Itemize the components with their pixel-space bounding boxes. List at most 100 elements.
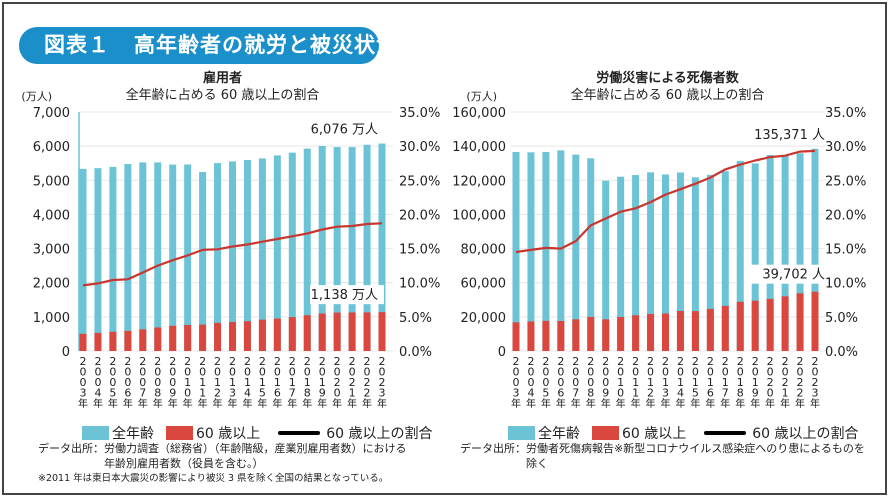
x-tick-label: 年 [242, 397, 252, 410]
x-tick-label: 年 [646, 397, 656, 410]
x-tick-label: 1 [707, 376, 714, 389]
x-tick-label: 5 [109, 387, 116, 400]
x-tick-label: 0 [319, 366, 326, 379]
y-tick-label: 4,000 [33, 208, 70, 223]
x-tick-label: 1 [632, 387, 639, 400]
x-tick-label: 2 [782, 355, 789, 368]
x-tick-label: 0 [707, 366, 714, 379]
x-tick-label: 0 [587, 376, 594, 389]
x-tick-label: 0 [169, 366, 176, 379]
x-tick-label: 0 [617, 387, 624, 400]
x-tick-label: 1 [617, 376, 624, 389]
figure-title-badge: 図表１ 高年齢者の就労と被災状況 [19, 27, 397, 64]
x-tick-label: 1 [244, 376, 251, 389]
x-tick-label: 6 [274, 387, 281, 400]
y-tick-label: 0 [62, 345, 70, 360]
legend-swatch-60plus [592, 426, 619, 440]
bar-all-ages [676, 172, 684, 351]
bar-all-ages [751, 163, 759, 351]
y2-tick-label: 10.0% [399, 277, 440, 292]
bar-60plus [378, 312, 386, 351]
bar-all-ages [154, 162, 162, 351]
x-tick-label: 0 [229, 366, 236, 379]
y-tick-label: 100,000 [452, 208, 506, 223]
x-tick-label: 1 [722, 376, 729, 389]
bar-60plus [706, 308, 714, 351]
x-tick-label: 0 [513, 376, 520, 389]
x-tick-label: 0 [154, 366, 161, 379]
legend-label: 全年齢 [112, 426, 154, 442]
x-tick-label: 0 [542, 376, 549, 389]
x-tick-label: 2 [379, 376, 386, 389]
legend-item-60plus: 60 歳以上 [592, 423, 686, 443]
x-tick-label: 1 [782, 387, 789, 400]
x-tick-label: 3 [379, 387, 386, 400]
x-tick-label: 年 [720, 397, 730, 410]
x-tick-label: 0 [677, 366, 684, 379]
y-tick-label: 120,000 [452, 174, 506, 189]
x-tick-label: 2 [259, 355, 266, 368]
chart-subtitle: 全年齢に占める 60 歳以上の割合 [125, 88, 320, 103]
annotation-bg [310, 285, 384, 305]
x-tick-label: 2 [542, 355, 549, 368]
x-tick-label: 1 [289, 376, 296, 389]
x-tick-label: 2 [707, 355, 714, 368]
legend-line-ratio [278, 431, 321, 435]
x-tick-label: 9 [169, 387, 176, 400]
bar-all-ages [766, 155, 774, 351]
bar-60plus [184, 324, 192, 351]
x-tick-label: 2 [169, 355, 176, 368]
x-tick-label: 2 [124, 355, 131, 368]
x-tick-label: 0 [124, 366, 131, 379]
x-tick-label: 0 [139, 366, 146, 379]
x-tick-label: 2 [244, 355, 251, 368]
y2-tick-label: 20.0% [825, 208, 866, 223]
x-tick-label: 年 [750, 397, 760, 410]
x-tick-label: 4 [527, 387, 534, 400]
y2-tick-label: 0.0% [825, 345, 858, 360]
bar-all-ages [602, 180, 610, 351]
x-tick-label: 1 [274, 376, 281, 389]
bar-all-ages [632, 175, 640, 351]
x-tick-label: 年 [526, 397, 536, 410]
x-tick-label: 年 [601, 397, 611, 410]
x-tick-label: 3 [513, 387, 520, 400]
bar-60plus [557, 320, 565, 351]
legend-item-ratio: 60 歳以上の割合 [698, 423, 859, 443]
y-tick-label: 7,000 [33, 106, 70, 121]
x-tick-label: 9 [752, 387, 759, 400]
x-tick-label: 1 [692, 376, 699, 389]
bar-60plus [587, 316, 595, 351]
x-tick-label: 1 [214, 376, 221, 389]
bar-all-ages [348, 147, 356, 351]
x-tick-label: 年 [272, 397, 282, 410]
bar-60plus [258, 319, 266, 351]
x-tick-label: 1 [229, 376, 236, 389]
x-tick-label: 7 [139, 387, 146, 400]
x-tick-label: 0 [557, 376, 564, 389]
legend-item-ratio: 60 歳以上の割合 [272, 423, 433, 443]
y-axis-unit: (万人) [21, 90, 52, 103]
bar-60plus [229, 322, 236, 351]
y-tick-label: 6,000 [33, 140, 70, 155]
x-tick-label: 年 [93, 397, 103, 410]
x-tick-label: 2 [379, 355, 386, 368]
x-tick-label: 0 [214, 366, 221, 379]
bar-all-ages [229, 161, 236, 351]
bar-all-ages [273, 155, 281, 351]
x-tick-label: 年 [690, 397, 700, 410]
x-tick-label: 年 [795, 397, 805, 410]
injuries-chart: 0 0.0%20,000 5.0%60,000 10.0%80,000 15.0%100… [452, 90, 866, 410]
bar-all-ages [572, 154, 580, 351]
x-tick-label: 1 [184, 376, 191, 389]
x-tick-label: 年 [780, 397, 790, 410]
data-source-line: 年齢別雇用者数（役員を含む。） [104, 457, 264, 470]
x-tick-label: 1 [647, 376, 654, 389]
y-tick-label: 3,000 [33, 243, 70, 258]
x-tick-label: 1 [199, 387, 206, 400]
bar-all-ages [796, 153, 804, 351]
bar-all-ages [811, 148, 819, 351]
bar-60plus [602, 319, 610, 351]
annotation-all-ages-latest: 135,371 人 [754, 128, 825, 143]
y-tick-label: 0 [498, 345, 506, 360]
